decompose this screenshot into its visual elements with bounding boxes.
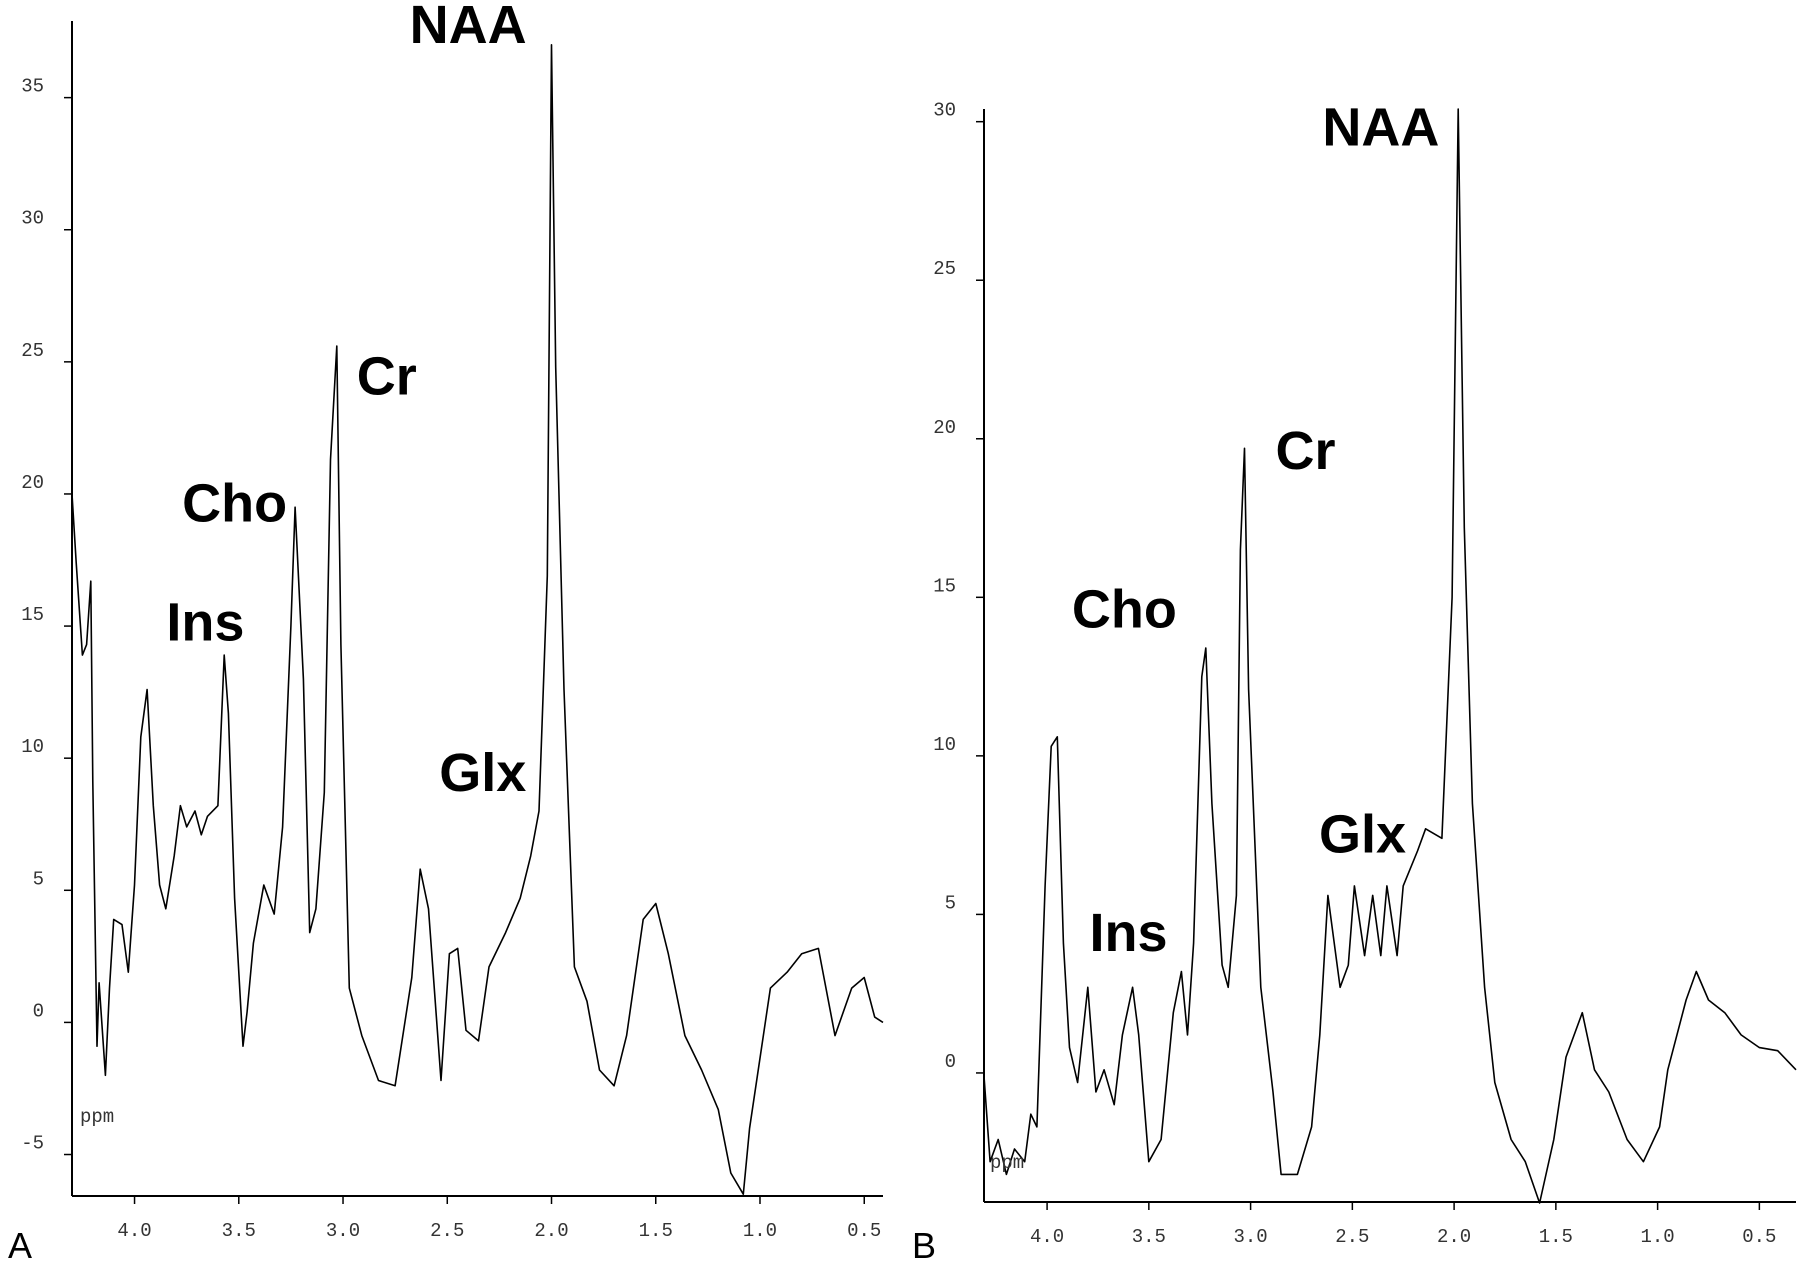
peak-label: Cho bbox=[182, 473, 287, 533]
unit-label: ppm bbox=[990, 1152, 1024, 1174]
x-tick-label: 2.5 bbox=[430, 1220, 464, 1242]
y-tick-label: 5 bbox=[945, 892, 956, 914]
panel-label: A bbox=[8, 1225, 32, 1265]
peak-label: Ins bbox=[166, 592, 244, 652]
y-tick-label: 10 bbox=[933, 734, 956, 756]
unit-label: ppm bbox=[80, 1106, 114, 1128]
peak-label: Cr bbox=[357, 347, 417, 407]
y-tick-label: 25 bbox=[21, 340, 44, 362]
y-tick-label: 15 bbox=[21, 604, 44, 626]
x-tick-label: 4.0 bbox=[117, 1220, 151, 1242]
x-tick-label: 4.0 bbox=[1030, 1226, 1064, 1248]
peak-label: NAA bbox=[410, 0, 527, 55]
x-tick-label: 3.5 bbox=[1132, 1226, 1166, 1248]
y-tick-label: 20 bbox=[21, 472, 44, 494]
x-tick-label: 3.0 bbox=[1233, 1226, 1267, 1248]
y-tick-label: 30 bbox=[21, 208, 44, 230]
peak-label: Cr bbox=[1276, 421, 1336, 481]
x-tick-label: 1.5 bbox=[1539, 1226, 1573, 1248]
x-tick-label: 3.5 bbox=[222, 1220, 256, 1242]
peak-label: Glx bbox=[439, 743, 526, 803]
x-tick-label: 1.0 bbox=[743, 1220, 777, 1242]
y-tick-label: 5 bbox=[33, 868, 44, 890]
y-tick-label: 30 bbox=[933, 100, 956, 122]
y-tick-label: 20 bbox=[933, 417, 956, 439]
x-tick-label: 0.5 bbox=[847, 1220, 881, 1242]
x-tick-label: 2.0 bbox=[1437, 1226, 1471, 1248]
x-tick-label: 3.0 bbox=[326, 1220, 360, 1242]
spectrum-line bbox=[71, 44, 884, 1195]
y-tick-label: 35 bbox=[21, 76, 44, 98]
y-tick-label: 15 bbox=[933, 575, 956, 597]
x-tick-label: 2.0 bbox=[534, 1220, 568, 1242]
peak-label: NAA bbox=[1322, 97, 1439, 157]
peak-label: Glx bbox=[1319, 805, 1406, 865]
x-tick-label: 1.5 bbox=[639, 1220, 673, 1242]
y-tick-label: 10 bbox=[21, 736, 44, 758]
x-tick-label: 1.0 bbox=[1641, 1226, 1675, 1248]
peak-label: Cho bbox=[1072, 579, 1177, 639]
x-tick-label: 2.5 bbox=[1335, 1226, 1369, 1248]
y-tick-label: -5 bbox=[21, 1133, 44, 1155]
y-tick-label: 0 bbox=[945, 1051, 956, 1073]
panel-label: B bbox=[912, 1225, 936, 1265]
peak-label: Ins bbox=[1089, 903, 1167, 963]
spectrum-line bbox=[983, 108, 1797, 1204]
x-tick-label: 0.5 bbox=[1742, 1226, 1776, 1248]
y-tick-label: 25 bbox=[933, 258, 956, 280]
y-tick-label: 0 bbox=[33, 1000, 44, 1022]
